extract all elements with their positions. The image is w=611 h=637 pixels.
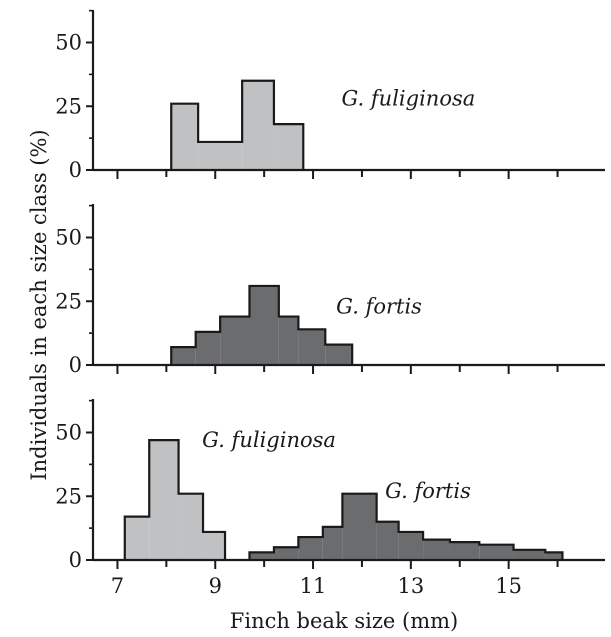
histogram-bar <box>178 493 204 560</box>
x-tick-label: 7 <box>111 574 124 598</box>
histogram-bar <box>545 552 563 560</box>
species-label: G. fortis <box>385 479 471 503</box>
species-label: G. fuliginosa <box>202 428 336 452</box>
histogram-bar <box>203 531 226 560</box>
histogram-bar <box>398 531 424 560</box>
panel-3: 0 25 50 G. fuliginosa G. fortis 7 9 11 13 15 <box>55 399 605 598</box>
species-label: G. fortis <box>336 294 422 318</box>
y-tick-label: 50 <box>55 226 82 250</box>
histogram-bar <box>149 440 179 560</box>
histogram-bar <box>249 552 274 560</box>
histogram-bar <box>513 549 546 560</box>
y-tick-label: 0 <box>69 158 82 182</box>
histogram-bar <box>171 347 196 365</box>
histogram-bar <box>220 316 250 365</box>
histogram-bar <box>198 141 243 170</box>
histogram-bar <box>278 316 299 365</box>
histogram-bar <box>376 521 399 560</box>
histogram-bar <box>298 537 323 560</box>
histogram-bar <box>325 344 353 365</box>
y-tick-label: 0 <box>69 353 82 377</box>
y-tick-label: 50 <box>55 31 82 55</box>
histogram-outline <box>170 284 354 365</box>
histogram-bar <box>298 329 326 365</box>
y-tick-label: 25 <box>55 94 82 118</box>
histogram-bar <box>479 544 514 560</box>
histogram-bar <box>342 493 377 560</box>
histogram-bar <box>171 103 199 170</box>
histogram-bar <box>423 539 450 560</box>
histogram-bar <box>195 331 221 365</box>
histogram-bar <box>273 124 304 170</box>
y-tick-label: 25 <box>55 484 82 508</box>
histogram-bar <box>124 516 150 560</box>
histogram-panels: 0 25 50 G. fuliginosa 0 25 50 G. fortis 0 25 50 G. … <box>55 9 605 598</box>
histogram-outline <box>248 492 564 560</box>
y-tick-label: 25 <box>55 289 82 313</box>
histogram-bar <box>273 547 299 560</box>
x-tick-label: 15 <box>495 574 522 598</box>
species-label: G. fuliginosa <box>342 87 476 111</box>
x-tick-label: 13 <box>397 574 424 598</box>
histogram-outline <box>170 79 305 170</box>
histogram-bar <box>449 542 480 560</box>
y-tick-label: 0 <box>69 548 82 572</box>
histogram-bar <box>249 285 279 365</box>
x-tick-label: 9 <box>209 574 222 598</box>
x-tick-label: 11 <box>300 574 327 598</box>
panel-2: 0 25 50 G. fortis <box>55 204 605 377</box>
histogram-bar <box>242 80 274 170</box>
y-tick-label: 50 <box>55 421 82 445</box>
y-axis-title: Individuals in each size class (%) <box>27 129 51 480</box>
histogram-outline <box>123 439 227 560</box>
panel-1: 0 25 50 G. fuliginosa <box>55 9 605 182</box>
x-axis-title: Finch beak size (mm) <box>230 609 458 633</box>
histogram-bar <box>322 526 343 560</box>
